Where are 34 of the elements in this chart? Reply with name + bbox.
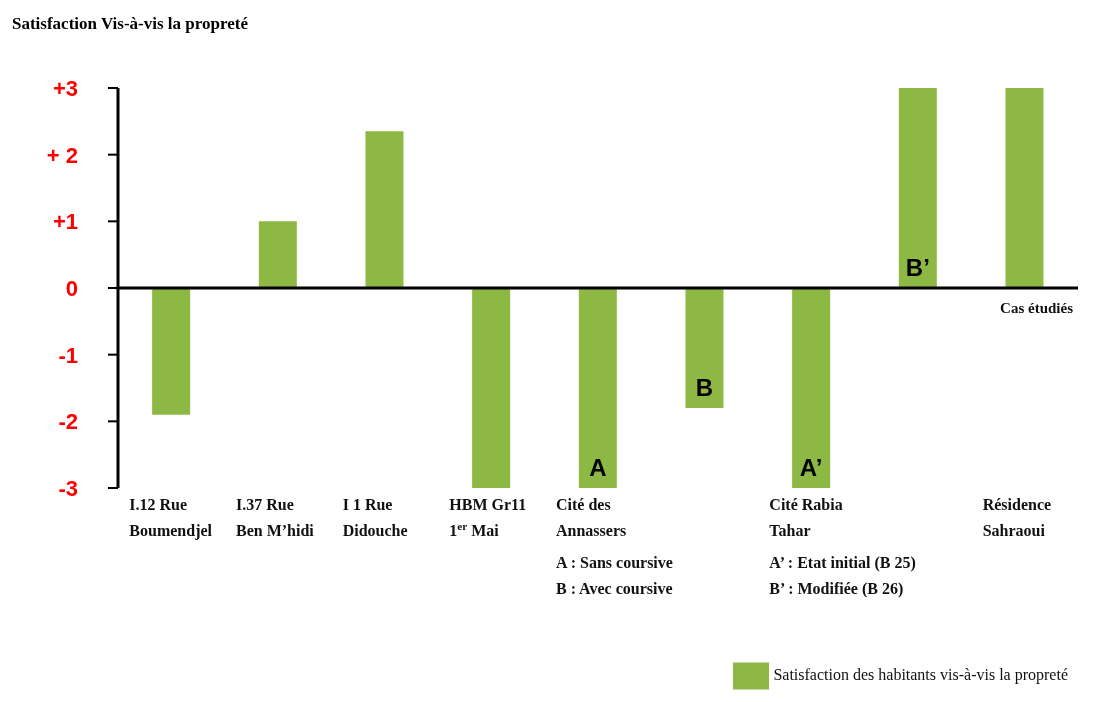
text: B : Avec coursive: [556, 580, 673, 597]
bar: [258, 221, 297, 288]
text: B’ : Modifiée (B 26): [769, 580, 904, 598]
y-tick-label: 0: [65, 276, 78, 301]
text: A’ : Etat initial (B 25): [769, 554, 916, 572]
bar: [898, 88, 937, 288]
bar: [578, 288, 617, 488]
bar: [152, 288, 191, 415]
y-tick-label: +3: [52, 76, 78, 101]
bar: [685, 288, 724, 408]
bar: [472, 288, 511, 488]
text: A : Sans coursive: [556, 554, 673, 571]
y-tick-label: +1: [52, 209, 78, 235]
y-tick-label: + 2: [46, 142, 78, 168]
bar: [1005, 88, 1044, 288]
x-tick-label: I.37 Rue Ben M’hidi: [236, 496, 315, 539]
x-tick-label: Cité des Annassers: [556, 496, 627, 539]
y-axis-title: Satisfaction Vis-à-vis la propreté: [12, 14, 248, 34]
x-tick-label: HBM Gr11 1$^{er}$ Mai: [449, 496, 527, 539]
bar: [365, 131, 404, 288]
x-tick-label: I.12 Rue Boumendjel: [129, 496, 213, 540]
y-tick-label: -1: [58, 342, 78, 368]
data-label: A: [589, 454, 607, 481]
x-tick-label: I 1 Rue Didouche: [342, 496, 408, 539]
x-tick-label: Résidence Sahraoui: [982, 496, 1052, 539]
bar: [792, 288, 831, 488]
x-axis-title: Cas étudiés: [1000, 300, 1074, 316]
legend-label: Satisfaction des habitants vis-à-vis la propreté: [773, 665, 1068, 683]
data-label: A’: [799, 454, 823, 481]
y-tick-label: -3: [58, 476, 78, 501]
data-label: B’: [905, 254, 930, 281]
data-label: B: [695, 374, 714, 401]
y-tick-label: -2: [58, 409, 78, 435]
x-tick-label: Cité Rabia Tahar: [769, 496, 843, 539]
